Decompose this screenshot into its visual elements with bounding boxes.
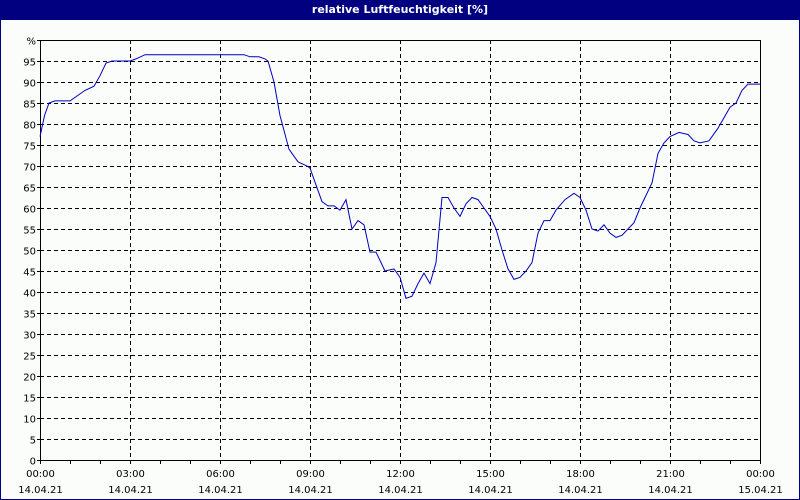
y-tick-label: 30 bbox=[23, 331, 36, 342]
y-tick-label: 60 bbox=[23, 205, 36, 216]
x-tick-date: 14.04.21 bbox=[378, 485, 423, 496]
x-tick-time: 00:00 bbox=[26, 469, 55, 480]
y-tick-label: 95 bbox=[23, 58, 36, 69]
y-tick-label: % bbox=[26, 37, 36, 48]
y-tick-label: 80 bbox=[23, 121, 36, 132]
y-axis-ticks: 0 5 10 15 20 25 30 35 40 45 50 55 60 65 70 75 80 85 90 95% bbox=[23, 37, 40, 468]
x-tick-date: 14.04.21 bbox=[648, 485, 693, 496]
x-tick-date: 14.04.21 bbox=[468, 485, 513, 496]
y-tick-label: 55 bbox=[23, 226, 36, 237]
y-tick-label: 10 bbox=[23, 415, 36, 426]
y-tick-label: 35 bbox=[23, 310, 36, 321]
x-tick-time: 21:00 bbox=[656, 469, 685, 480]
y-tick-label: 90 bbox=[23, 79, 36, 90]
y-tick-label: 40 bbox=[23, 289, 36, 300]
y-tick-label: 5 bbox=[30, 436, 36, 447]
y-tick-label: 20 bbox=[23, 373, 36, 384]
y-tick-label: 15 bbox=[23, 394, 36, 405]
grid-lines bbox=[40, 40, 760, 460]
x-tick-date: 14.04.21 bbox=[108, 485, 153, 496]
x-tick-time: 09:00 bbox=[296, 469, 325, 480]
y-tick-label: 65 bbox=[23, 184, 36, 195]
y-tick-label: 85 bbox=[23, 100, 36, 111]
x-tick-time: 18:00 bbox=[566, 469, 595, 480]
x-tick-time: 00:00 bbox=[746, 469, 775, 480]
x-tick-time: 03:00 bbox=[116, 469, 145, 480]
x-tick-time: 06:00 bbox=[206, 469, 235, 480]
x-tick-date: 14.04.21 bbox=[18, 485, 63, 496]
plot-area-border bbox=[40, 40, 761, 461]
x-tick-date: 14.04.21 bbox=[288, 485, 333, 496]
y-tick-label: 75 bbox=[23, 142, 36, 153]
y-tick-label: 45 bbox=[23, 268, 36, 279]
humidity-series-line bbox=[39, 54, 760, 299]
y-tick-label: 25 bbox=[23, 352, 36, 363]
chart-title: relative Luftfeuchtigkeit [%] bbox=[0, 0, 800, 20]
x-tick-date: 14.04.21 bbox=[198, 485, 243, 496]
y-tick-label: 0 bbox=[30, 457, 36, 468]
x-axis-ticks: 00:00 14.04.21 03:00 14.04.21 06:00 14.04.21 0… bbox=[18, 460, 783, 496]
x-tick-date: 15.04.21 bbox=[738, 485, 783, 496]
y-tick-label: 70 bbox=[23, 163, 36, 174]
y-tick-label: 50 bbox=[23, 247, 36, 258]
x-tick-time: 15:00 bbox=[476, 469, 505, 480]
x-tick-date: 14.04.21 bbox=[558, 485, 603, 496]
x-tick-time: 12:00 bbox=[386, 469, 415, 480]
